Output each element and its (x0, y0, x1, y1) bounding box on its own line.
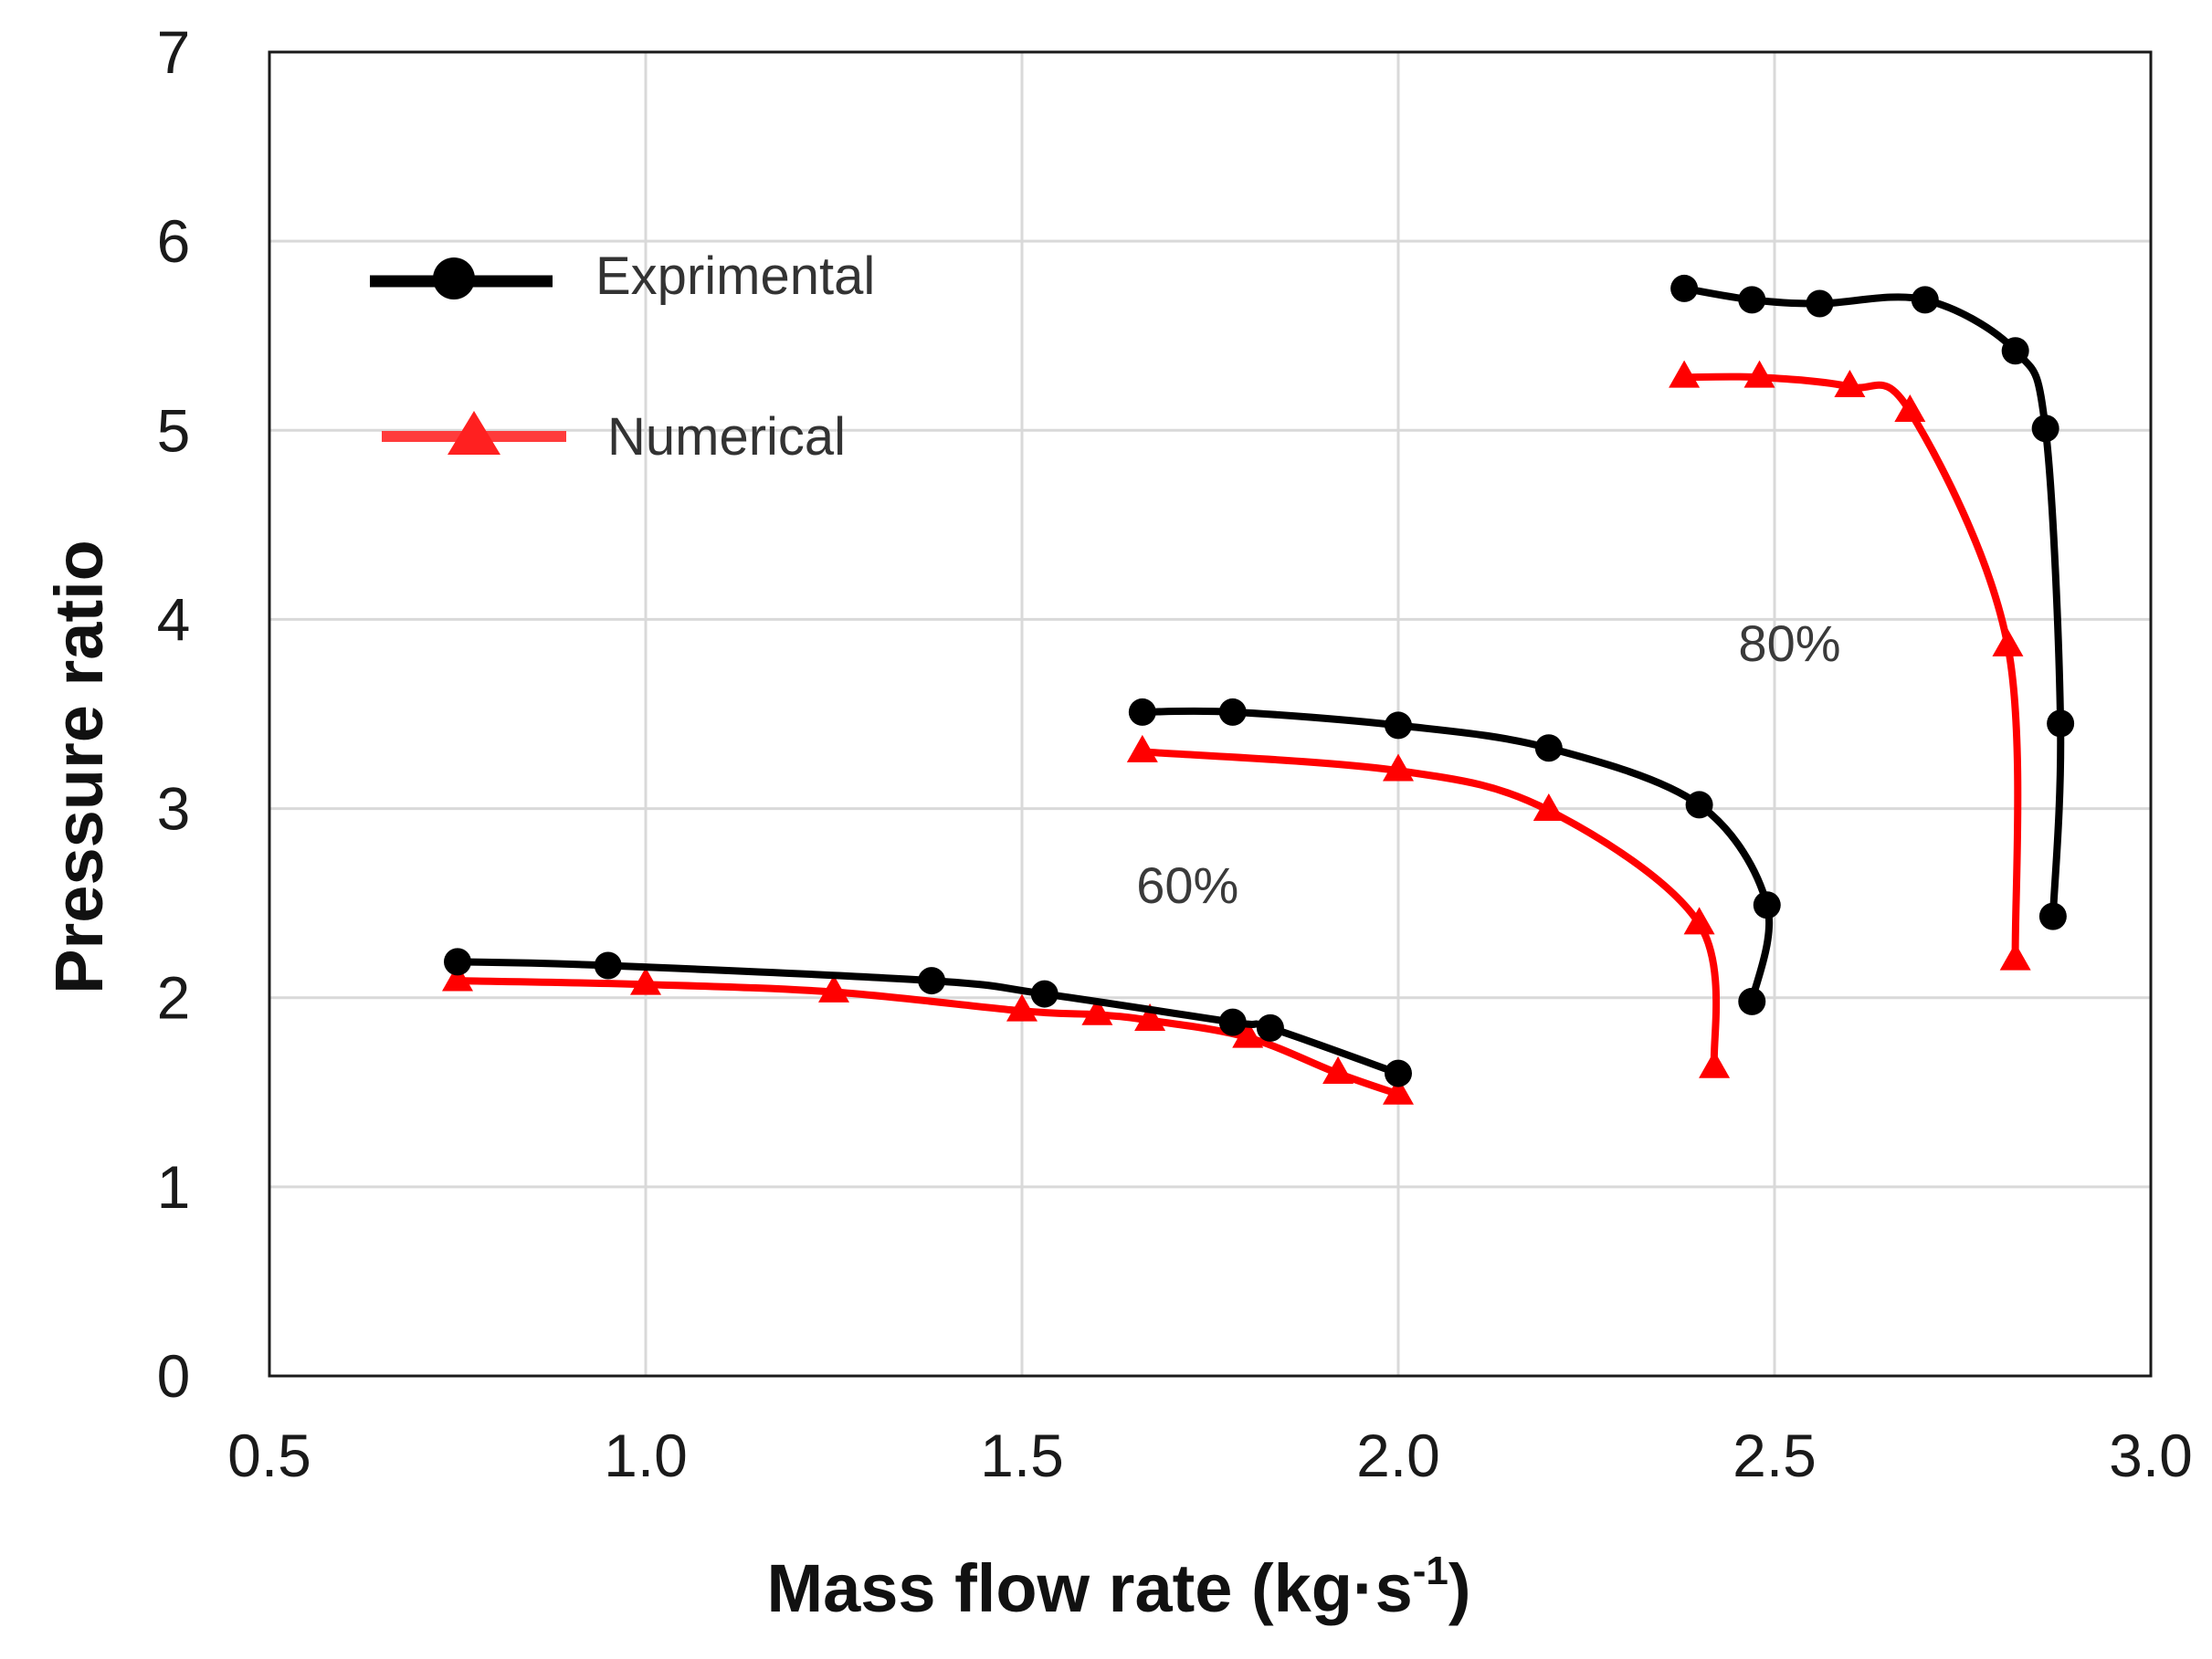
data-point-exprimental-100pct (1911, 286, 1939, 314)
data-point-exprimental-60pct (1218, 1008, 1247, 1036)
legend-entry-numerical: Numerical (382, 407, 846, 467)
data-point-numerical-60pct (1134, 1003, 1166, 1031)
data-point-exprimental-80pct (1128, 698, 1156, 726)
data-point-exprimental-60pct (1256, 1013, 1284, 1042)
data-point-numerical-80pct (1383, 753, 1414, 782)
data-point-exprimental-100pct (1738, 286, 1766, 314)
speed-annotations: 60%80%100% (1136, 614, 1840, 914)
x-tick-label: 3.0 (2109, 1422, 2193, 1489)
data-point-exprimental-60pct (1385, 1059, 1412, 1087)
data-point-numerical-60pct (1006, 993, 1038, 1022)
data-point-numerical-60pct (630, 967, 661, 995)
data-point-exprimental-60pct (444, 948, 471, 976)
legend-label-numerical: Numerical (607, 407, 846, 467)
data-point-numerical-100pct (1743, 360, 1775, 388)
data-point-exprimental-100pct (1806, 289, 1834, 318)
data-point-exprimental-100pct (1670, 274, 1699, 302)
y-tick-label: 0 (157, 1342, 191, 1410)
legend-marker-exprimental (433, 257, 475, 299)
x-axis-title-main: Mass flow rate (kg·s (766, 1550, 1412, 1626)
x-axis-title: Mass flow rate (kg·s-1) (766, 1549, 1470, 1626)
x-tick-label: 0.5 (227, 1422, 311, 1489)
data-point-numerical-100pct (1999, 942, 2031, 971)
x-tick-label: 2.5 (1733, 1422, 1817, 1489)
y-tick-label: 7 (157, 18, 191, 86)
series-numerical-60pct (442, 963, 1414, 1105)
axis-ticks: 0.5 1.0 1.5 2.0 2.5 3.0 0 1 2 3 4 5 6 7 (157, 18, 2193, 1489)
data-point-exprimental-60pct (1030, 980, 1059, 1008)
data-point-numerical-80pct (1699, 1050, 1731, 1078)
series-layer (442, 274, 2075, 1105)
data-point-numerical-100pct (1992, 628, 2024, 656)
data-point-exprimental-100pct (2038, 902, 2067, 930)
data-point-numerical-60pct (1383, 1076, 1414, 1105)
y-tick-label: 3 (157, 775, 191, 843)
series-numerical-100pct (1669, 360, 2031, 971)
data-point-numerical-60pct (1081, 997, 1113, 1025)
data-point-numerical-100pct (1834, 370, 1866, 398)
data-point-numerical-60pct (442, 963, 473, 992)
x-tick-label: 1.5 (980, 1422, 1064, 1489)
data-point-exprimental-100pct (2031, 415, 2059, 443)
data-point-exprimental-100pct (2001, 337, 2029, 365)
data-point-numerical-80pct (1126, 734, 1158, 762)
y-tick-label: 2 (157, 964, 191, 1032)
y-axis-title: Pressure ratio (41, 540, 117, 994)
data-point-numerical-60pct (818, 974, 849, 1003)
plot-area-frame (268, 50, 2153, 1378)
data-point-numerical-60pct (1232, 1020, 1264, 1048)
y-tick-label: 1 (157, 1153, 191, 1221)
x-axis-title-close: ) (1448, 1550, 1471, 1626)
legend-marker-numerical (448, 411, 500, 455)
data-point-exprimental-80pct (1385, 711, 1412, 740)
data-point-exprimental-80pct (1218, 698, 1247, 726)
data-point-numerical-100pct (1894, 394, 1926, 422)
x-axis-title-superscript: -1 (1413, 1549, 1448, 1593)
data-point-numerical-60pct (1322, 1055, 1354, 1084)
y-tick-label: 5 (157, 396, 191, 464)
series-exprimental-60pct (444, 948, 1412, 1087)
annotation-speed-80pct: 80% (1738, 614, 1840, 672)
data-point-numerical-80pct (1683, 907, 1715, 935)
data-point-exprimental-80pct (1685, 791, 1713, 819)
data-point-exprimental-100pct (2047, 709, 2075, 738)
x-tick-label: 1.0 (604, 1422, 688, 1489)
y-tick-label: 4 (157, 585, 191, 653)
data-point-exprimental-60pct (594, 951, 622, 980)
series-exprimental-100pct (1670, 274, 2075, 930)
y-tick-label: 6 (157, 207, 191, 275)
legend: Exprimental Numerical (370, 247, 875, 467)
legend-entry-exprimental: Exprimental (370, 247, 875, 306)
legend-label-exprimental: Exprimental (595, 247, 875, 306)
data-point-exprimental-80pct (1534, 734, 1563, 762)
data-point-exprimental-60pct (918, 967, 946, 995)
data-point-numerical-80pct (1533, 793, 1564, 822)
data-point-numerical-100pct (1669, 360, 1701, 388)
annotation-speed-60pct: 60% (1136, 856, 1238, 914)
x-tick-label: 2.0 (1356, 1422, 1440, 1489)
data-point-exprimental-80pct (1753, 891, 1781, 919)
grid-lines (269, 52, 2151, 1376)
series-exprimental-80pct (1128, 698, 1781, 1015)
series-numerical-80pct (1126, 734, 1731, 1078)
data-point-exprimental-80pct (1738, 987, 1766, 1015)
